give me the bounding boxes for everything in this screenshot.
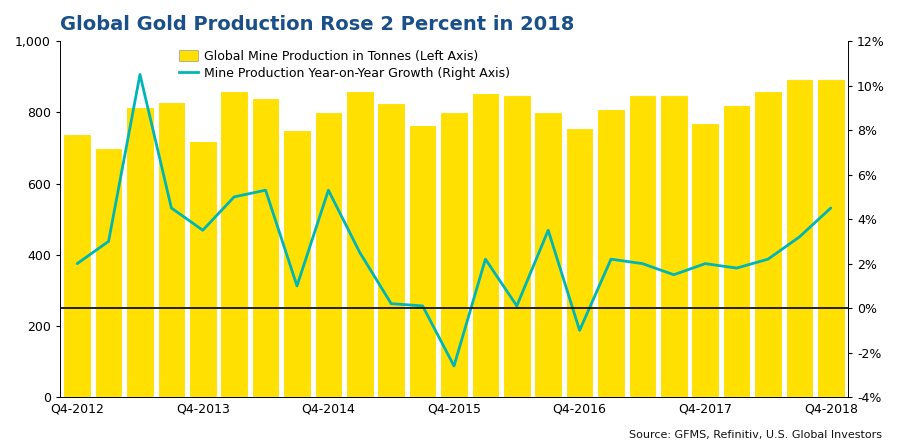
Legend: Global Mine Production in Tonnes (Left Axis), Mine Production Year-on-Year Growt: Global Mine Production in Tonnes (Left A…	[176, 48, 512, 83]
Bar	[566, 128, 593, 397]
Bar	[252, 98, 279, 397]
Bar	[754, 91, 782, 397]
Bar	[691, 123, 719, 397]
Bar	[660, 95, 688, 397]
Bar	[723, 105, 751, 397]
Bar	[189, 141, 217, 397]
Bar	[284, 130, 310, 397]
Bar	[817, 79, 844, 397]
Bar	[440, 112, 468, 397]
Bar	[220, 91, 248, 397]
Bar	[315, 112, 342, 397]
Bar	[628, 95, 656, 397]
Bar	[126, 107, 154, 397]
Bar	[409, 125, 436, 397]
Bar	[94, 148, 122, 397]
Text: Source: GFMS, Refinitiv, U.S. Global Investors: Source: GFMS, Refinitiv, U.S. Global Inv…	[629, 429, 882, 440]
Bar	[472, 93, 500, 397]
Bar	[377, 103, 405, 397]
Bar	[63, 134, 91, 397]
Bar	[503, 95, 531, 397]
Bar	[535, 112, 562, 397]
Bar	[598, 110, 625, 397]
Bar	[158, 102, 185, 397]
Text: Global Gold Production Rose 2 Percent in 2018: Global Gold Production Rose 2 Percent in…	[60, 15, 574, 34]
Bar	[786, 79, 814, 397]
Bar	[346, 91, 374, 397]
